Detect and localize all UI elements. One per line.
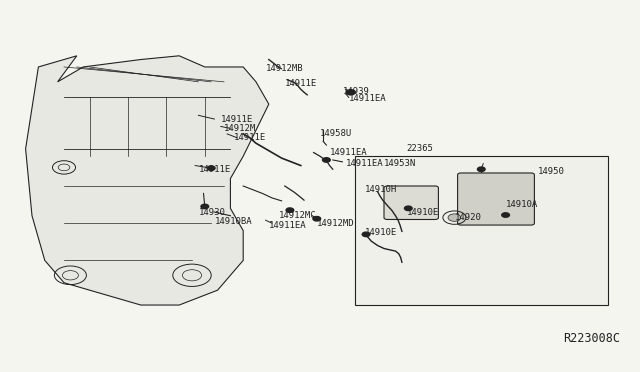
Text: 14911EA: 14911EA	[330, 148, 367, 157]
Text: 14910A: 14910A	[506, 200, 538, 209]
Circle shape	[404, 206, 412, 211]
Text: 14939: 14939	[342, 87, 369, 96]
Text: 14911E: 14911E	[221, 115, 253, 124]
Polygon shape	[26, 56, 269, 305]
Circle shape	[313, 217, 321, 221]
Bar	[355, 156, 608, 305]
Text: 14958U: 14958U	[320, 129, 352, 138]
Circle shape	[477, 167, 485, 171]
Text: 22365: 22365	[406, 144, 433, 153]
Text: 14911EA: 14911EA	[346, 159, 383, 168]
Text: 14920: 14920	[454, 213, 481, 222]
Text: 14953N: 14953N	[384, 159, 416, 168]
Circle shape	[502, 213, 509, 217]
Text: 14911E: 14911E	[198, 165, 230, 174]
Text: 14910H: 14910H	[365, 185, 397, 194]
Text: 14912MD: 14912MD	[317, 219, 355, 228]
Text: 14912M: 14912M	[224, 124, 256, 133]
Circle shape	[362, 232, 370, 237]
Text: 14911E: 14911E	[285, 79, 317, 88]
Text: 14930: 14930	[198, 208, 225, 217]
Text: 14912MC: 14912MC	[278, 211, 316, 220]
Text: 14910BA: 14910BA	[214, 217, 252, 226]
Circle shape	[346, 90, 355, 95]
Circle shape	[207, 166, 215, 170]
Text: 14910E: 14910E	[406, 208, 438, 217]
Text: 14912MB: 14912MB	[266, 64, 303, 73]
Text: 14911EA: 14911EA	[349, 94, 387, 103]
Circle shape	[286, 208, 294, 212]
Text: 14950: 14950	[538, 167, 564, 176]
Circle shape	[201, 204, 209, 209]
Text: 14910E: 14910E	[365, 228, 397, 237]
FancyBboxPatch shape	[384, 186, 438, 219]
Circle shape	[448, 214, 461, 221]
Text: 14911E: 14911E	[234, 133, 266, 142]
FancyBboxPatch shape	[458, 173, 534, 225]
Text: 14911EA: 14911EA	[269, 221, 307, 230]
Text: R223008C: R223008C	[563, 332, 620, 345]
Circle shape	[323, 158, 330, 162]
